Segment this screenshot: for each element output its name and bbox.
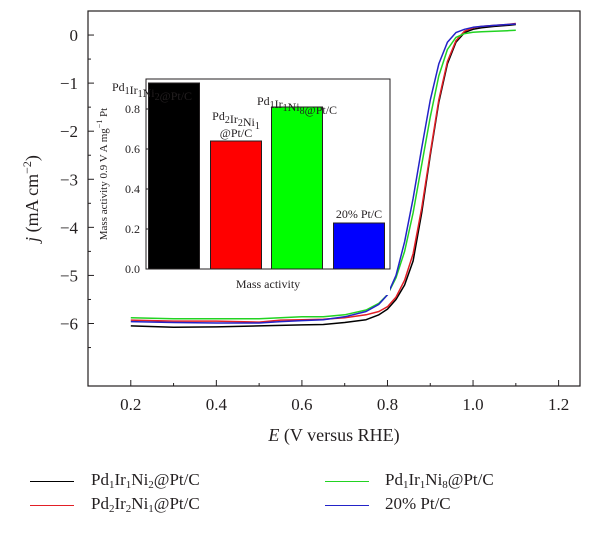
inset-y-axis-title: Mass activity 0.9 V A mg−1 Pt	[95, 108, 110, 241]
y-tick-label: −5	[60, 266, 78, 285]
main-plot-frame	[87, 10, 581, 387]
inset-bar-3	[333, 222, 385, 270]
x-tick-label: 1.2	[548, 395, 569, 414]
inset-y-tick-label: 0.4	[125, 182, 140, 196]
x-tick-label: 0.8	[377, 395, 398, 414]
series-line-0	[130, 23, 516, 329]
x-tick-label: 0.4	[206, 395, 228, 414]
inset-y-tick-label: 0.8	[125, 102, 140, 116]
y-tick-label: 0	[70, 26, 79, 45]
inset-bar-2	[271, 106, 323, 270]
inset-bar-1	[210, 140, 262, 270]
inset-bar-label-20pt: 20% Pt/C	[336, 207, 382, 221]
y-tick-label: −2	[60, 122, 78, 141]
inset-bar-label-pd1ir1ni2: Pd1Ir1Ni2@Pt/C	[112, 80, 192, 103]
x-tick-label: 1.0	[462, 395, 483, 414]
inset-bar-label-pd2ir2ni1: Pd2Ir2Ni1	[212, 109, 260, 132]
series-line-3	[130, 23, 516, 324]
inset-y-tick-label: 0.2	[125, 222, 140, 236]
inset-bar-0	[148, 82, 200, 270]
y-tick-label: −4	[60, 218, 79, 237]
series-line-2	[130, 29, 516, 320]
inset-y-tick-label: 0.6	[125, 142, 140, 156]
inset-bar-label-pd2ir2ni1-line2: @Pt/C	[220, 126, 252, 140]
inset-plot-frame	[145, 78, 391, 270]
inset-x-axis-title: Mass activity	[236, 277, 300, 291]
inset-y-tick-label: 0.0	[125, 262, 140, 276]
y-tick-label: −6	[60, 315, 78, 334]
y-tick-label: −3	[60, 170, 78, 189]
x-tick-label: 0.2	[120, 395, 141, 414]
x-axis-title: E (V versus RHE)	[267, 425, 399, 446]
inset-bar-label-pd1ir1ni8: Pd1Ir1Ni8@Pt/C	[257, 94, 337, 117]
y-tick-label: −1	[60, 74, 78, 93]
x-tick-label: 0.6	[291, 395, 312, 414]
y-axis-title: j (mA cm−2)	[20, 155, 43, 244]
